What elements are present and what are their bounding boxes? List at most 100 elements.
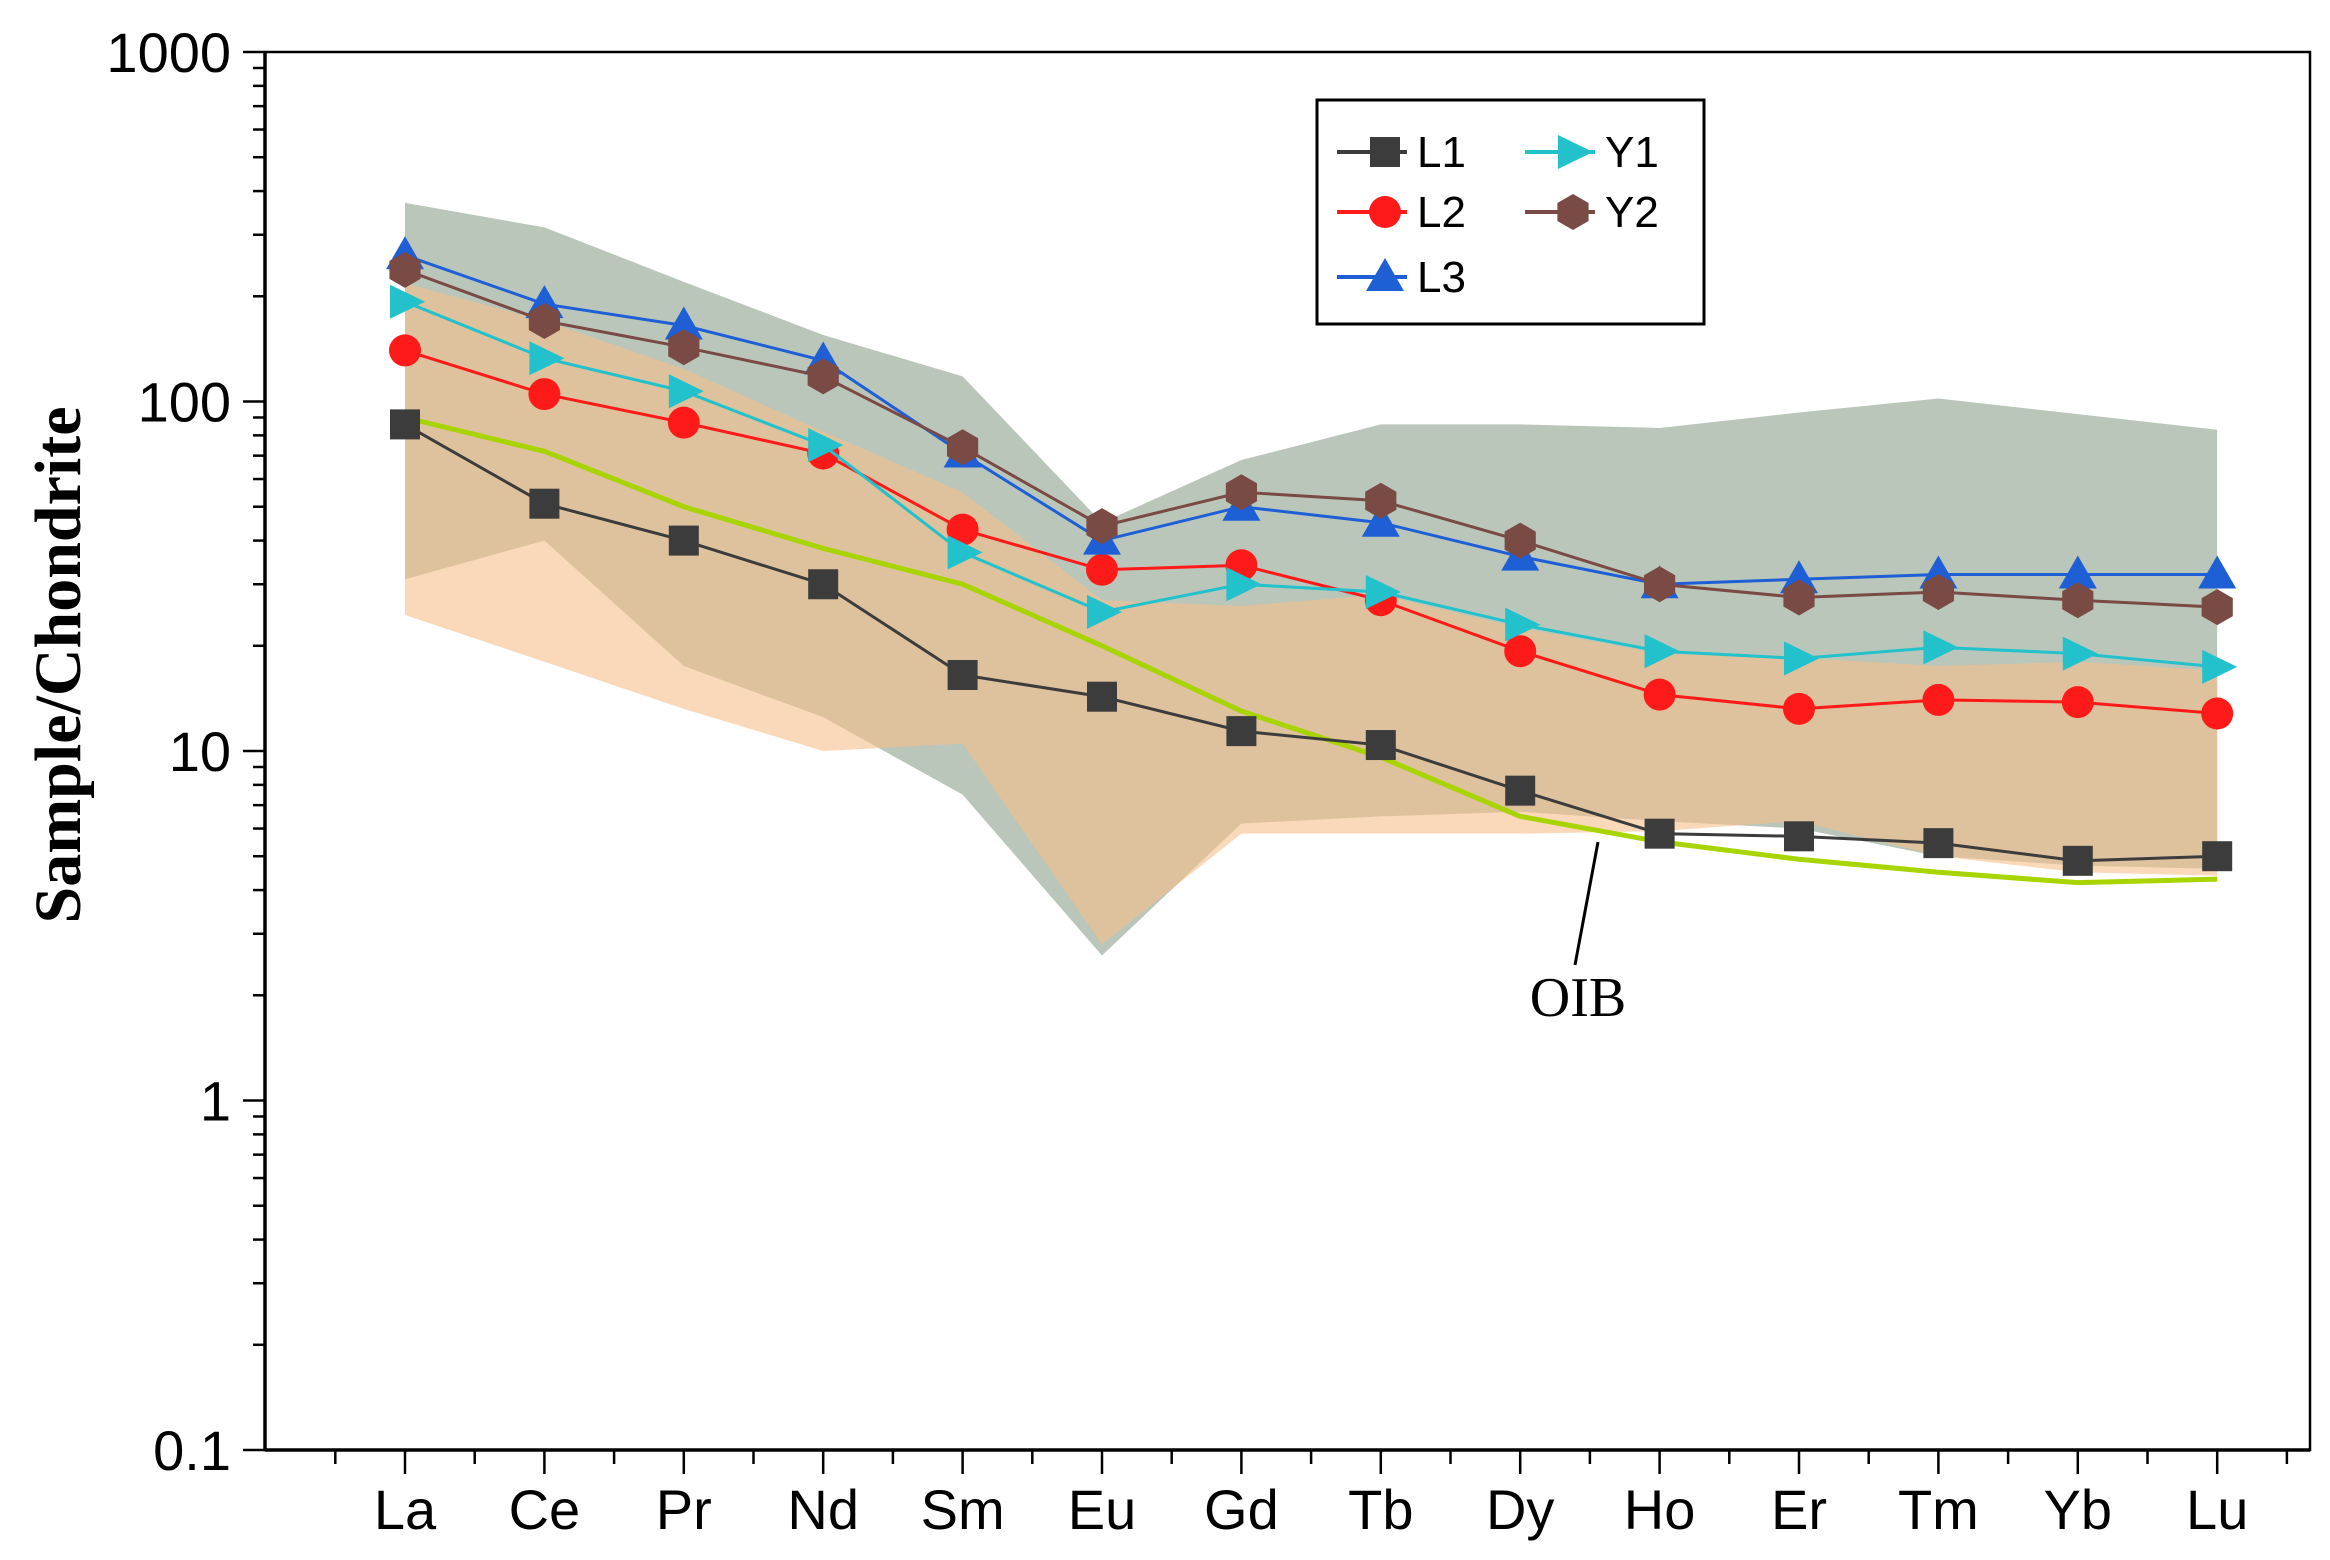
legend-marker-Y1	[1558, 135, 1593, 169]
oib-reference	[404, 415, 2218, 886]
point-Y2-La	[389, 251, 421, 288]
legend-item-Y2: Y2	[1525, 188, 1659, 237]
series-line-Y2	[404, 268, 2218, 609]
point-Y1-Tm	[1923, 630, 1959, 665]
legend-item-Y1: Y1	[1525, 128, 1659, 177]
point-Y1-La	[390, 284, 425, 319]
x-tick-label-Nd: Nd	[787, 1478, 859, 1541]
point-Y2-Er	[1783, 579, 1815, 616]
point-Y2-Nd	[807, 358, 839, 395]
point-L2-Yb	[2061, 686, 2094, 719]
point-L1-Eu	[1087, 681, 1117, 712]
legend: L1 Y1 L2 Y2 L3	[1315, 98, 1706, 326]
point-Y2-Tm	[1922, 574, 1954, 611]
point-L2-Pr	[667, 406, 700, 439]
legend-marker-L1	[1370, 137, 1400, 167]
legend-label-Y2: Y2	[1605, 188, 1659, 237]
point-Y1-Pr	[668, 374, 704, 409]
point-L1-Nd	[808, 569, 839, 600]
point-L1-La	[390, 409, 420, 440]
point-L2-Er	[1783, 692, 1815, 725]
point-Y2-Dy	[1504, 522, 1536, 559]
y-tick-label: 100	[138, 371, 231, 434]
point-L2-Tm	[1922, 683, 1955, 716]
legend-item-L3: L3	[1337, 253, 1466, 302]
point-L1-Sm	[947, 659, 978, 690]
y-tick-label: 0.1	[153, 1419, 231, 1482]
legend-label-L3: L3	[1417, 253, 1466, 302]
series-group	[386, 236, 2238, 876]
point-Y1-Dy	[1505, 607, 1541, 642]
series-Y1	[390, 284, 2238, 684]
legend-label-L1: L1	[1417, 128, 1466, 177]
x-tick-label-Dy: Dy	[1486, 1478, 1554, 1541]
point-Y2-Yb	[2062, 582, 2094, 619]
x-tick-label-Pr: Pr	[656, 1478, 712, 1541]
y-axis-ticks: 0.1 1 10 100 1000	[106, 21, 265, 1482]
point-L1-Tm	[1923, 828, 1954, 859]
x-tick-label-La: La	[374, 1478, 437, 1541]
point-Y2-Lu	[2201, 589, 2233, 626]
point-L3-Pr	[664, 306, 703, 340]
y-tick-label: 1	[200, 1070, 231, 1133]
point-L2-Ho	[1643, 678, 1676, 711]
x-axis-ticks: La Ce Pr Nd Sm Eu Gd Tb Dy Ho Er Tm Yb Lu	[334, 1450, 2289, 1541]
point-Y1-Nd	[808, 428, 844, 463]
x-tick-label-Tb: Tb	[1348, 1478, 1413, 1541]
point-L1-Er	[1784, 821, 1814, 852]
point-L2-Lu	[2201, 697, 2234, 730]
x-tick-label-Lu: Lu	[2186, 1478, 2248, 1541]
legend-marker-L3	[1366, 258, 1404, 291]
series-line-L1	[404, 423, 2218, 863]
x-tick-label-Ce: Ce	[509, 1478, 581, 1541]
x-tick-label-Gd: Gd	[1204, 1478, 1279, 1541]
legend-item-L2: L2	[1337, 188, 1466, 237]
series-Y2	[389, 251, 2233, 626]
legend-marker-Y2	[1557, 194, 1589, 230]
point-L3-Tb	[1361, 503, 1400, 537]
shaded-fields	[405, 202, 2218, 956]
series-L1	[390, 409, 2233, 876]
point-L1-Tb	[1365, 730, 1396, 761]
point-Y1-Yb	[2062, 636, 2098, 671]
point-L1-Lu	[2202, 841, 2233, 872]
x-tick-label-Eu: Eu	[1068, 1478, 1137, 1541]
shaded-field-2	[405, 283, 2218, 945]
series-L2	[389, 334, 2234, 730]
point-Y1-Lu	[2202, 649, 2238, 684]
point-Y2-Gd	[1225, 474, 1257, 511]
x-tick-label-Yb: Yb	[2044, 1478, 2113, 1541]
x-tick-label-Sm: Sm	[921, 1478, 1005, 1541]
point-L1-Ho	[1644, 818, 1675, 849]
point-Y2-Ho	[1644, 566, 1676, 603]
point-Y1-Sm	[947, 535, 983, 570]
point-L2-La	[389, 334, 421, 367]
point-Y2-Pr	[668, 329, 700, 366]
point-Y1-Tb	[1365, 575, 1401, 610]
legend-label-L2: L2	[1417, 188, 1466, 237]
y-tick-label: 10	[169, 720, 231, 783]
legend-item-L1: L1	[1337, 128, 1466, 177]
point-L1-Pr	[668, 525, 699, 556]
x-tick-label-Ho: Ho	[1624, 1478, 1696, 1541]
y-axis-label: Sample/Chondrite	[22, 406, 95, 923]
point-Y2-Tb	[1365, 482, 1397, 519]
y-tick-label: 1000	[106, 21, 231, 84]
series-line-L2	[404, 348, 2218, 716]
x-tick-label-Tm: Tm	[1898, 1478, 1979, 1541]
legend-label-Y1: Y1	[1605, 128, 1659, 177]
point-L2-Dy	[1504, 635, 1537, 668]
point-Y1-Eu	[1087, 594, 1122, 629]
point-Y2-Eu	[1086, 508, 1118, 545]
series-line-L3	[404, 253, 2218, 586]
point-Y2-Sm	[947, 429, 979, 466]
x-tick-label-Er: Er	[1771, 1478, 1827, 1541]
point-Y1-Gd	[1226, 567, 1262, 602]
point-L2-Sm	[946, 513, 979, 546]
point-L3-Yb	[2058, 555, 2097, 589]
point-Y1-Ho	[1644, 634, 1680, 669]
point-Y2-Ce	[528, 302, 560, 339]
oib-annotation-label: OIB	[1530, 967, 1626, 1029]
point-L2-Ce	[528, 378, 561, 411]
